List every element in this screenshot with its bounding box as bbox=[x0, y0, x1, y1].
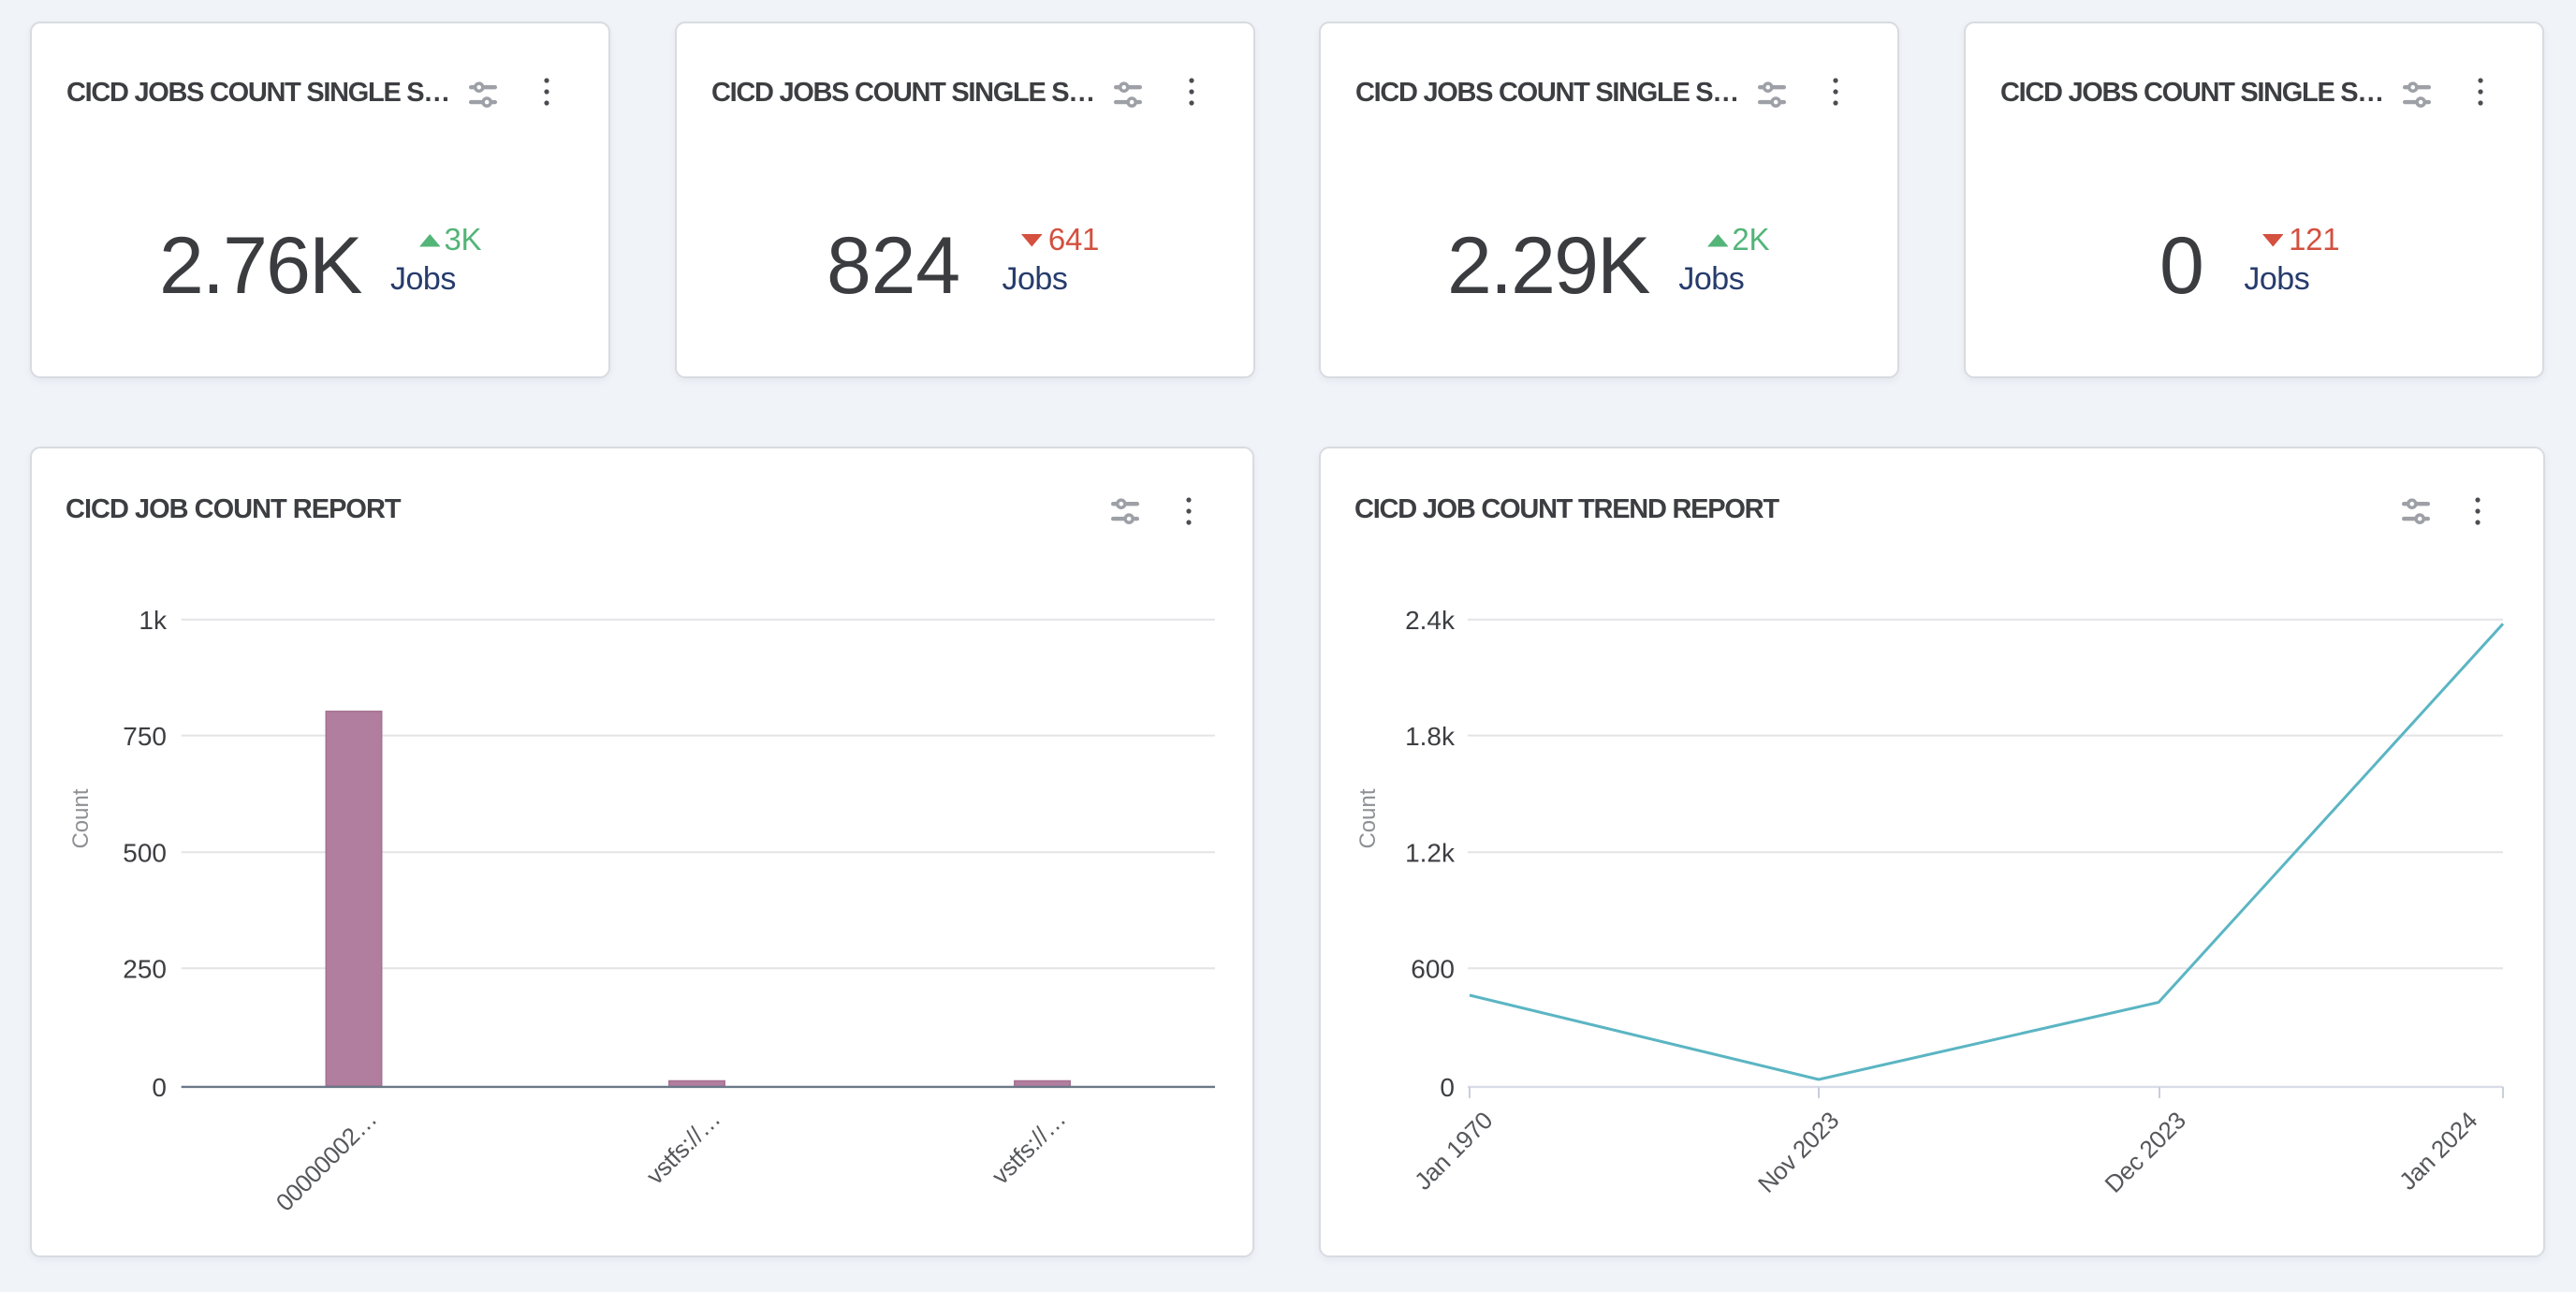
svg-text:Jan 1970: Jan 1970 bbox=[1409, 1107, 1498, 1196]
svg-text:500: 500 bbox=[123, 839, 167, 868]
svg-text:750: 750 bbox=[123, 722, 167, 751]
svg-text:Dec 2023: Dec 2023 bbox=[2100, 1107, 2191, 1198]
svg-text:1k: 1k bbox=[139, 606, 168, 635]
svg-text:vstfs://…: vstfs://… bbox=[986, 1105, 1071, 1190]
svg-text:Count: Count bbox=[1355, 788, 1381, 848]
svg-text:1.8k: 1.8k bbox=[1405, 722, 1456, 751]
svg-text:0: 0 bbox=[152, 1073, 167, 1102]
svg-text:0: 0 bbox=[1440, 1073, 1455, 1102]
svg-text:600: 600 bbox=[1411, 954, 1455, 983]
svg-text:Jan 2024: Jan 2024 bbox=[2393, 1107, 2482, 1196]
svg-text:vstfs://…: vstfs://… bbox=[640, 1105, 725, 1190]
svg-text:250: 250 bbox=[123, 954, 167, 983]
svg-text:1.2k: 1.2k bbox=[1405, 839, 1456, 868]
svg-text:2.4k: 2.4k bbox=[1405, 606, 1456, 635]
svg-text:Nov 2023: Nov 2023 bbox=[1752, 1107, 1844, 1198]
svg-text:Count: Count bbox=[68, 788, 94, 848]
svg-text:00000002…: 00000002… bbox=[271, 1105, 382, 1216]
